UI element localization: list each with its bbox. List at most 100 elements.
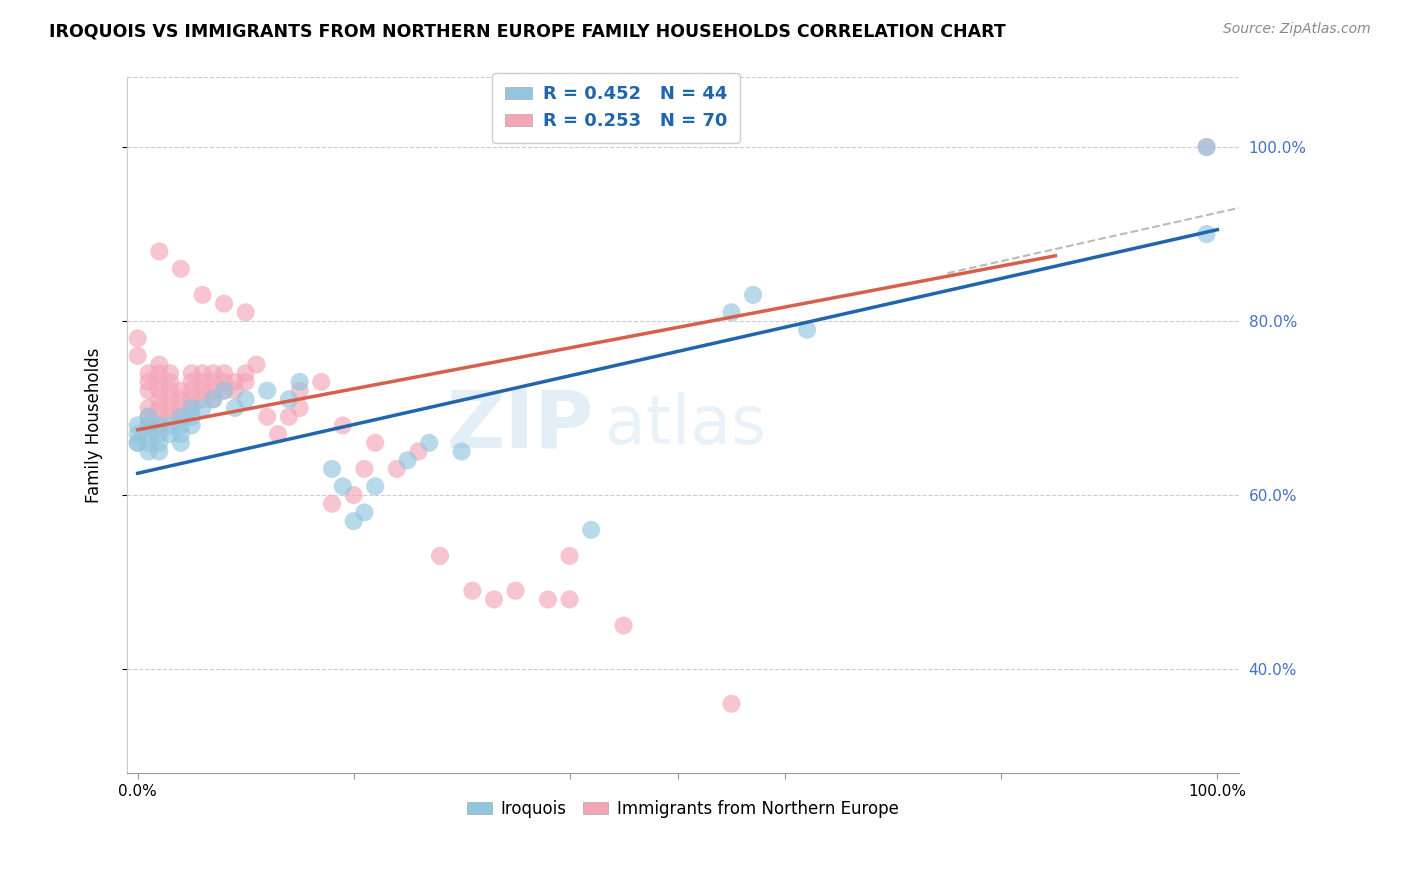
Point [288, 375, 311, 389]
Point [138, 409, 160, 424]
Point [321, 462, 343, 476]
Point [429, 549, 451, 563]
Text: Source: ZipAtlas.com: Source: ZipAtlas.com [1223, 22, 1371, 37]
Point [224, 375, 246, 389]
Point [148, 392, 170, 407]
Point [148, 401, 170, 415]
Point [138, 444, 160, 458]
Point [148, 435, 170, 450]
Point [180, 392, 202, 407]
Legend: Iroquois, Immigrants from Northern Europe: Iroquois, Immigrants from Northern Europ… [461, 793, 905, 824]
Point [558, 592, 581, 607]
Point [191, 392, 214, 407]
Point [138, 401, 160, 415]
Point [180, 375, 202, 389]
Text: IROQUOIS VS IMMIGRANTS FROM NORTHERN EUROPE FAMILY HOUSEHOLDS CORRELATION CHART: IROQUOIS VS IMMIGRANTS FROM NORTHERN EUR… [49, 22, 1005, 40]
Y-axis label: Family Households: Family Households [86, 348, 103, 503]
Point [138, 366, 160, 380]
Point [202, 392, 225, 407]
Point [148, 366, 170, 380]
Point [170, 409, 193, 424]
Point [277, 409, 299, 424]
Point [191, 401, 214, 415]
Point [612, 618, 634, 632]
Point [418, 435, 440, 450]
Point [148, 444, 170, 458]
Point [138, 384, 160, 398]
Point [256, 384, 278, 398]
Point [127, 435, 149, 450]
Point [138, 427, 160, 442]
Point [212, 384, 235, 398]
Point [202, 392, 225, 407]
Point [191, 384, 214, 398]
Point [309, 375, 332, 389]
Point [720, 697, 742, 711]
Point [1195, 140, 1218, 154]
Point [148, 384, 170, 398]
Point [212, 296, 235, 310]
Point [159, 384, 181, 398]
Point [170, 427, 193, 442]
Point [288, 401, 311, 415]
Point [396, 453, 419, 467]
Point [180, 366, 202, 380]
Point [148, 409, 170, 424]
Point [482, 592, 505, 607]
Point [159, 375, 181, 389]
Point [180, 401, 202, 415]
Point [720, 305, 742, 319]
Point [364, 479, 387, 493]
Point [212, 366, 235, 380]
Point [170, 392, 193, 407]
Point [191, 375, 214, 389]
Point [170, 418, 193, 433]
Point [224, 401, 246, 415]
Point [138, 375, 160, 389]
Point [148, 375, 170, 389]
Point [159, 366, 181, 380]
Point [159, 392, 181, 407]
Text: atlas: atlas [605, 392, 766, 458]
Point [191, 366, 214, 380]
Point [138, 409, 160, 424]
Point [159, 418, 181, 433]
Point [127, 427, 149, 442]
Point [170, 384, 193, 398]
Point [202, 384, 225, 398]
Point [353, 462, 375, 476]
Point [343, 514, 366, 528]
Point [461, 583, 484, 598]
Point [212, 375, 235, 389]
Point [256, 409, 278, 424]
Point [180, 401, 202, 415]
Point [148, 244, 170, 259]
Point [267, 427, 290, 442]
Point [180, 409, 202, 424]
Point [321, 497, 343, 511]
Point [558, 549, 581, 563]
Text: ZIP: ZIP [447, 386, 593, 465]
Point [170, 435, 193, 450]
Point [170, 401, 193, 415]
Point [505, 583, 527, 598]
Point [127, 435, 149, 450]
Point [235, 366, 257, 380]
Point [148, 418, 170, 433]
Point [159, 409, 181, 424]
Point [537, 592, 560, 607]
Point [138, 418, 160, 433]
Point [159, 401, 181, 415]
Point [170, 261, 193, 276]
Point [235, 375, 257, 389]
Point [191, 288, 214, 302]
Point [127, 418, 149, 433]
Point [212, 384, 235, 398]
Point [202, 366, 225, 380]
Point [288, 384, 311, 398]
Point [408, 444, 430, 458]
Point [159, 427, 181, 442]
Point [332, 479, 354, 493]
Point [148, 358, 170, 372]
Point [148, 418, 170, 433]
